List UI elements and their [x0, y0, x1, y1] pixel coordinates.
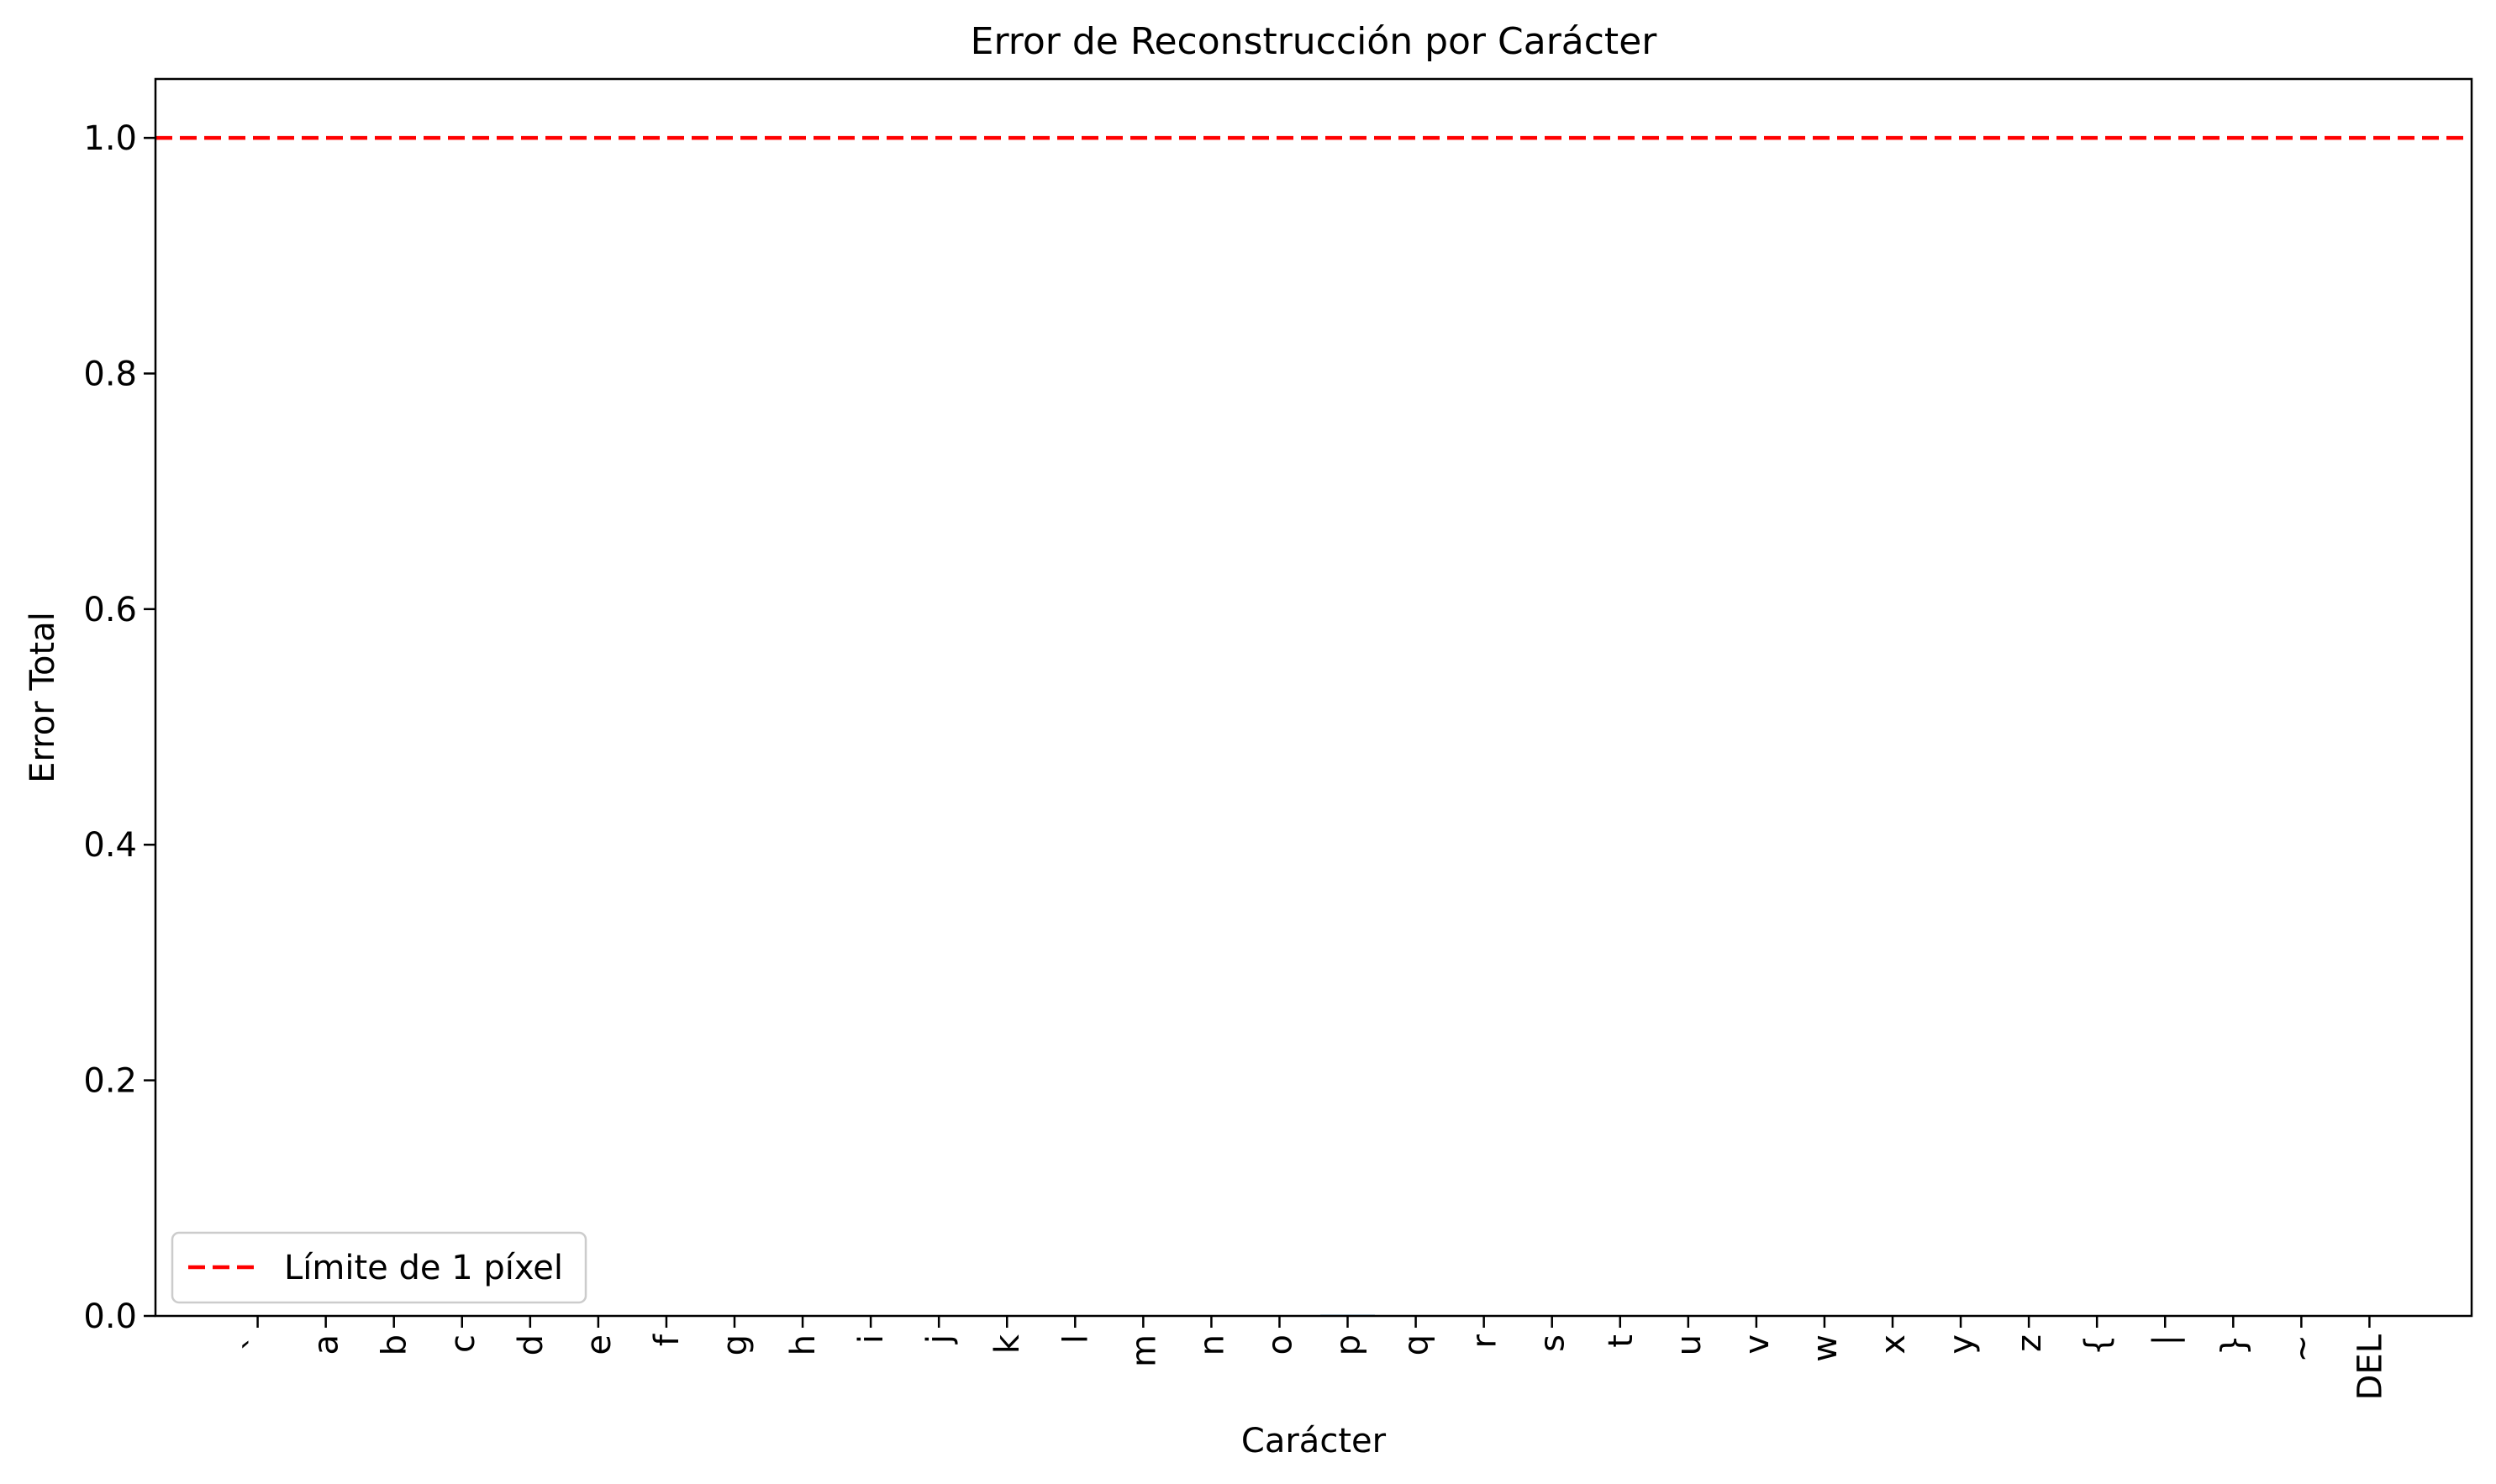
chart-title: Error de Reconstrucción por Carácter [971, 20, 1658, 63]
x-tick-label-22: v [1738, 1334, 1777, 1355]
x-tick-label-26: z [2010, 1334, 2049, 1352]
x-tick-label-18: r [1466, 1334, 1504, 1348]
x-tick-label-13: m [1124, 1334, 1163, 1367]
x-tick-label-2: b [376, 1334, 414, 1355]
x-axis-label: Carácter [1241, 1422, 1387, 1460]
legend: Límite de 1 píxel [171, 1231, 587, 1304]
x-tick-label-15: o [1261, 1334, 1299, 1355]
x-tick-label-9: i [852, 1334, 891, 1344]
x-tick-label-27: { [2078, 1334, 2117, 1355]
x-tick-label-25: y [1942, 1334, 1981, 1355]
x-tick-label-10: j [920, 1334, 959, 1345]
x-tick-label-16: p [1330, 1334, 1368, 1355]
y-ticks: 0.0 0.2 0.4 0.6 0.8 1.0 [83, 119, 155, 1336]
x-tick-label-24: x [1874, 1334, 1913, 1355]
x-tick-label-12: l [1056, 1334, 1095, 1344]
x-tick-label-6: f [648, 1334, 687, 1346]
x-ticks: ` a b c d e f g h i j k l m n o p q r s t u v w x y z { |} ~ DEL [240, 1316, 2389, 1400]
x-tick-label-5: e [580, 1334, 619, 1355]
y-tick-label-3: 0.6 [83, 591, 137, 629]
x-tick-label-14: n [1193, 1334, 1231, 1355]
x-tick-label-0: ` [240, 1334, 278, 1351]
legend-box [171, 1231, 587, 1304]
x-tick-label-1: a [308, 1334, 346, 1355]
x-tick-label-3: c [444, 1334, 482, 1353]
x-tick-label-8: h [784, 1334, 823, 1355]
x-tick-label-7: g [716, 1334, 755, 1355]
x-tick-label-19: s [1534, 1334, 1572, 1352]
y-tick-label-0: 0.0 [83, 1297, 137, 1336]
y-tick-label-4: 0.8 [83, 355, 137, 393]
plot-frame [154, 77, 2473, 1318]
y-axis-label: Error Total [24, 612, 62, 783]
x-tick-label-21: u [1670, 1334, 1709, 1355]
x-tick-label-17: q [1398, 1334, 1436, 1355]
x-tick-label-30: ~ [2283, 1334, 2321, 1363]
y-tick-label-2: 0.4 [83, 826, 137, 865]
x-tick-label-11: k [988, 1334, 1027, 1354]
y-tick-label-1: 0.2 [83, 1062, 137, 1101]
y-tick-label-5: 1.0 [83, 119, 137, 158]
x-tick-label-23: w [1806, 1334, 1845, 1362]
x-tick-label-4: d [512, 1334, 550, 1355]
legend-label: Límite de 1 píxel [284, 1249, 563, 1287]
x-tick-label-20: t [1602, 1334, 1640, 1348]
x-tick-label-29: } [2214, 1334, 2253, 1355]
x-tick-label-28: | [2146, 1334, 2185, 1345]
x-tick-label-31: DEL [2351, 1334, 2389, 1400]
